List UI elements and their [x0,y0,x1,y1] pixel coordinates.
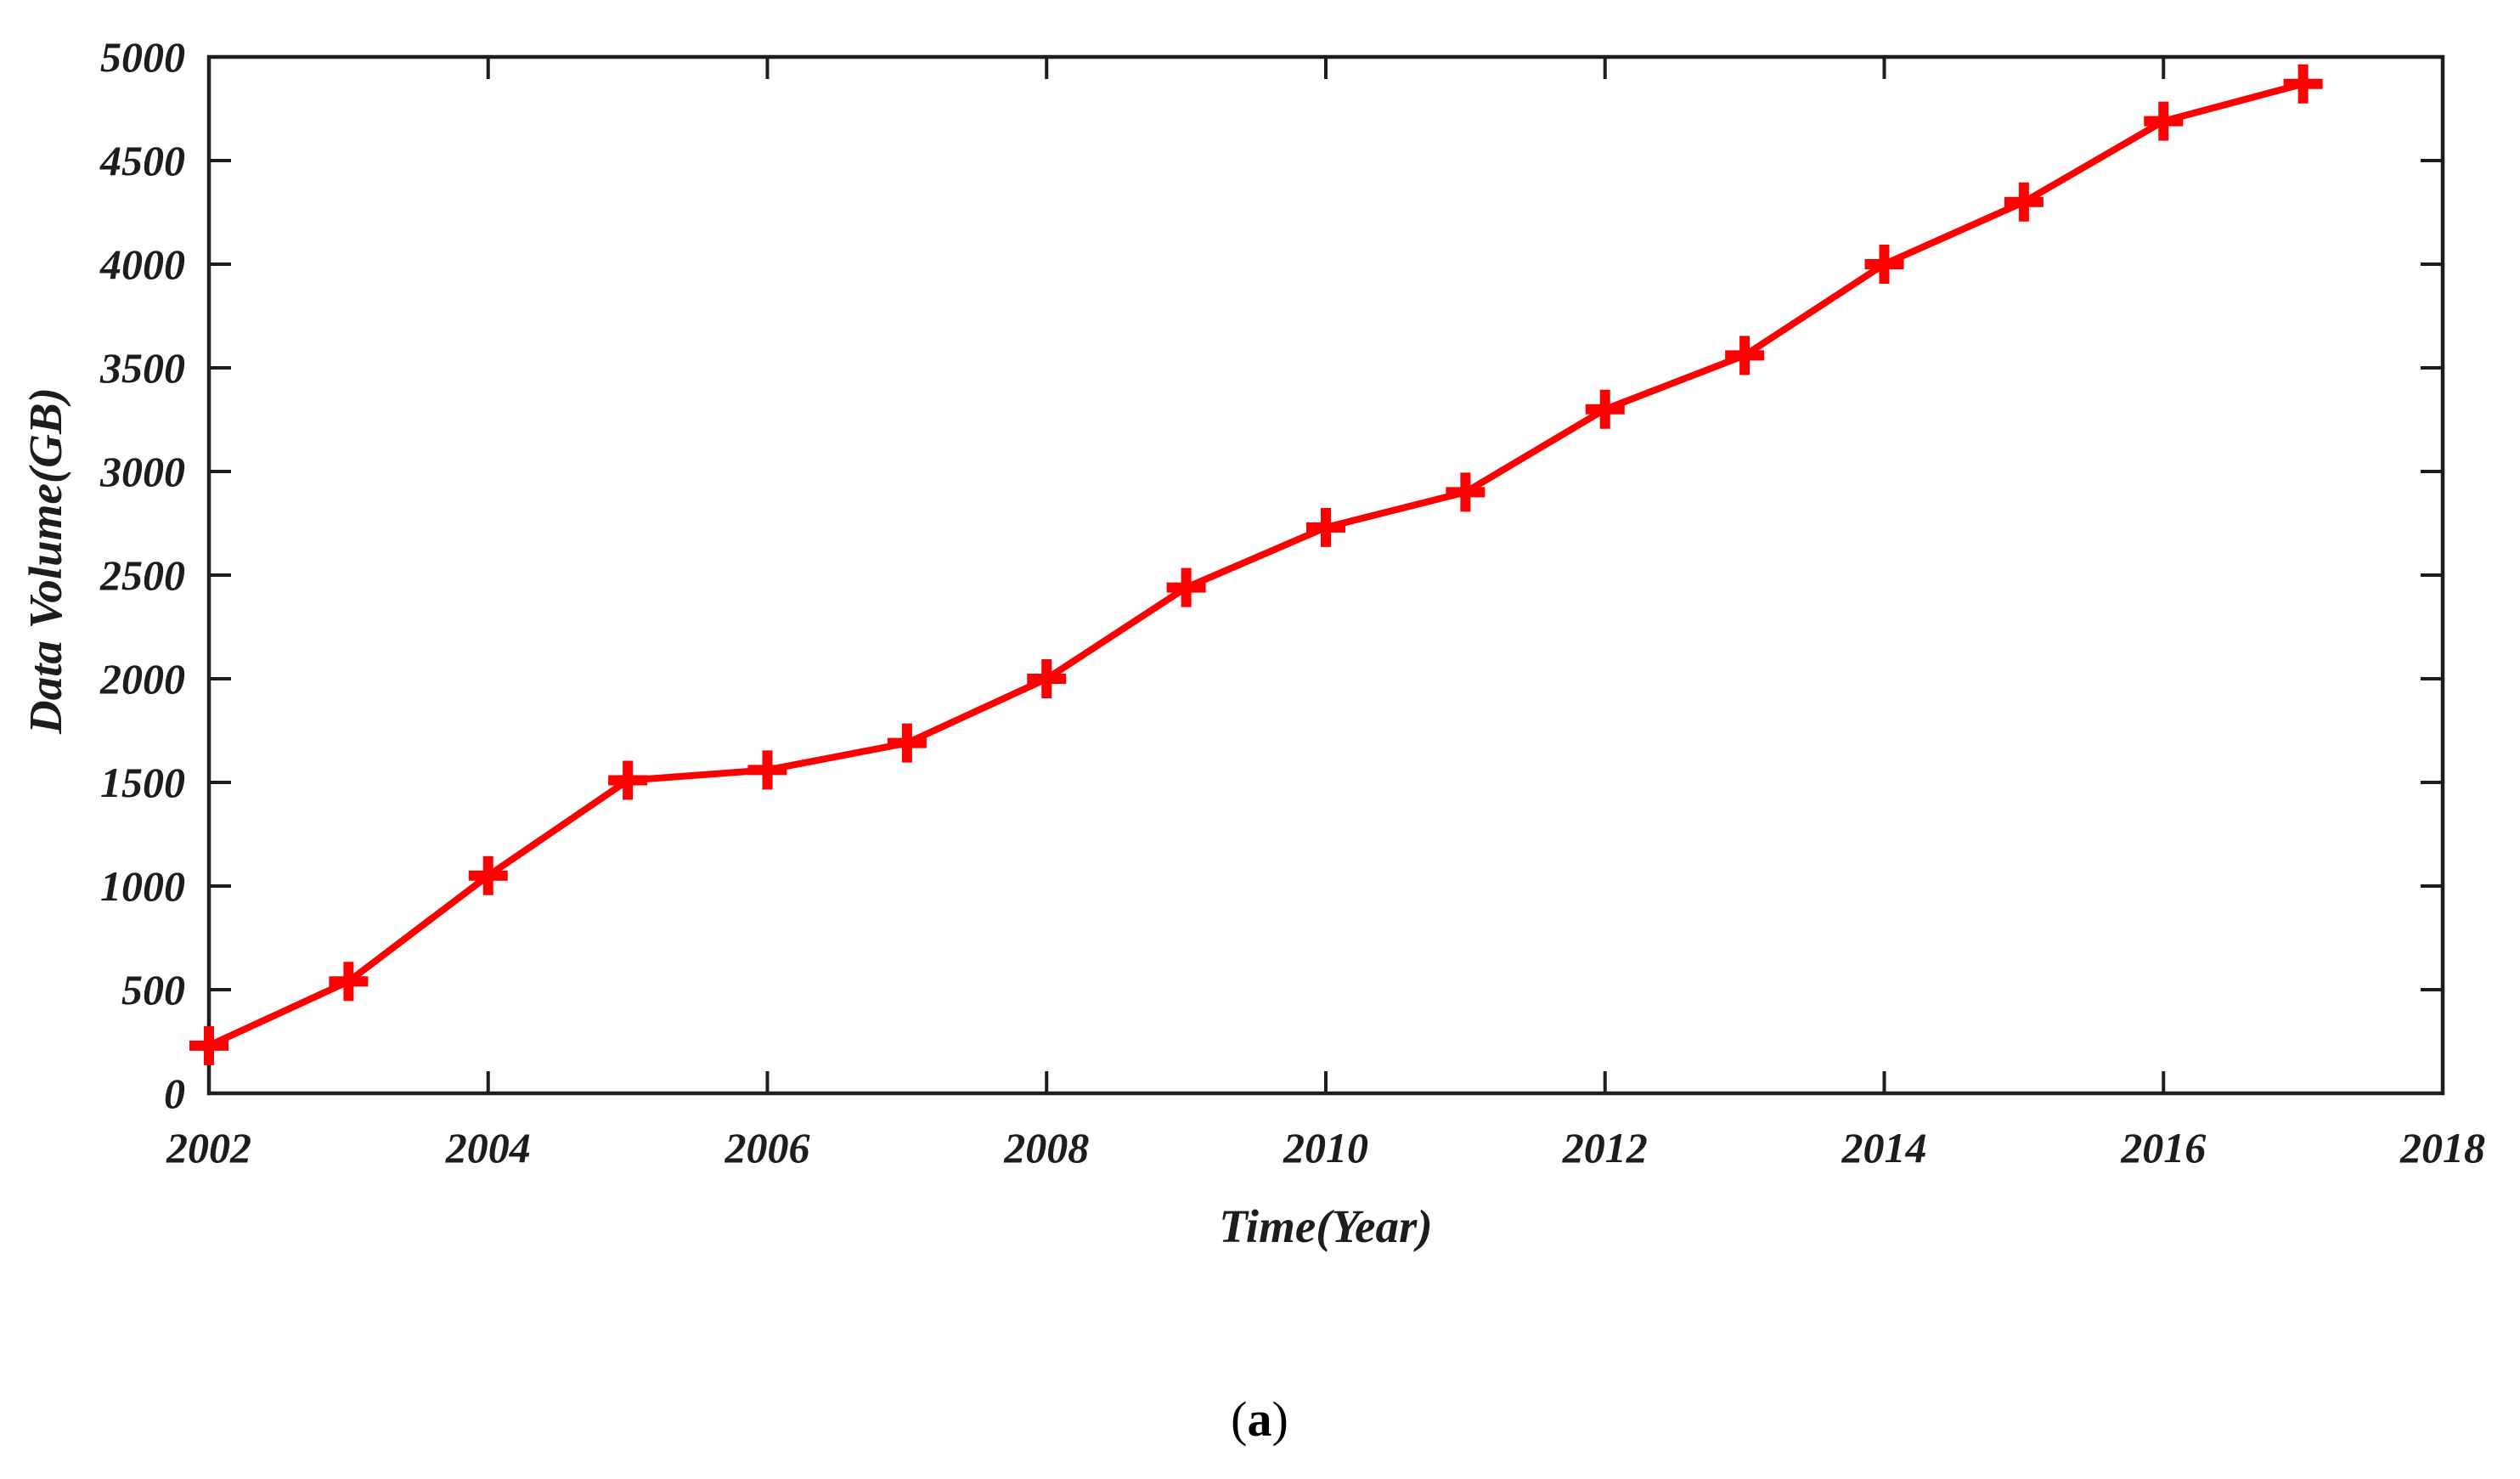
y-axis-title: Data Volume(GB) [20,387,71,735]
y-tick-label: 4500 [99,137,185,184]
y-tick-label: 1500 [100,759,185,806]
x-tick-label: 2010 [1283,1124,1368,1171]
plot-border [206,54,2445,1096]
x-tick-label: 2002 [166,1124,251,1171]
y-tick-label: 3500 [99,344,185,392]
x-tick-label: 2006 [724,1124,810,1171]
y-tick-label: 2500 [99,551,185,599]
x-tick-label: 2014 [1841,1124,1927,1171]
x-axis-title: Time(Year) [1219,1200,1432,1252]
plot-area: 2002 2004 2006 2008 2010 2012 2014 2016 2018 0 500… [99,33,2485,1171]
x-tick-label: 2008 [1003,1124,1089,1171]
y-tick-label: 0 [164,1070,185,1117]
x-tick-label: 2004 [445,1124,531,1171]
data-series-line [207,80,2304,1049]
x-tick-label: 2016 [2120,1124,2206,1171]
y-tick-label: 1000 [100,862,185,910]
y-tick-label: 5000 [100,33,185,81]
y-tick-label: 500 [121,966,185,1013]
y-tick-label: 2000 [99,655,185,703]
x-tick-label: 2012 [1562,1124,1648,1171]
y-tick-label: 3000 [99,448,185,495]
y-tick-label: 4000 [99,240,185,288]
figure-caption: (a) [1231,1392,1288,1447]
x-tick-label: 2018 [2399,1124,2485,1171]
